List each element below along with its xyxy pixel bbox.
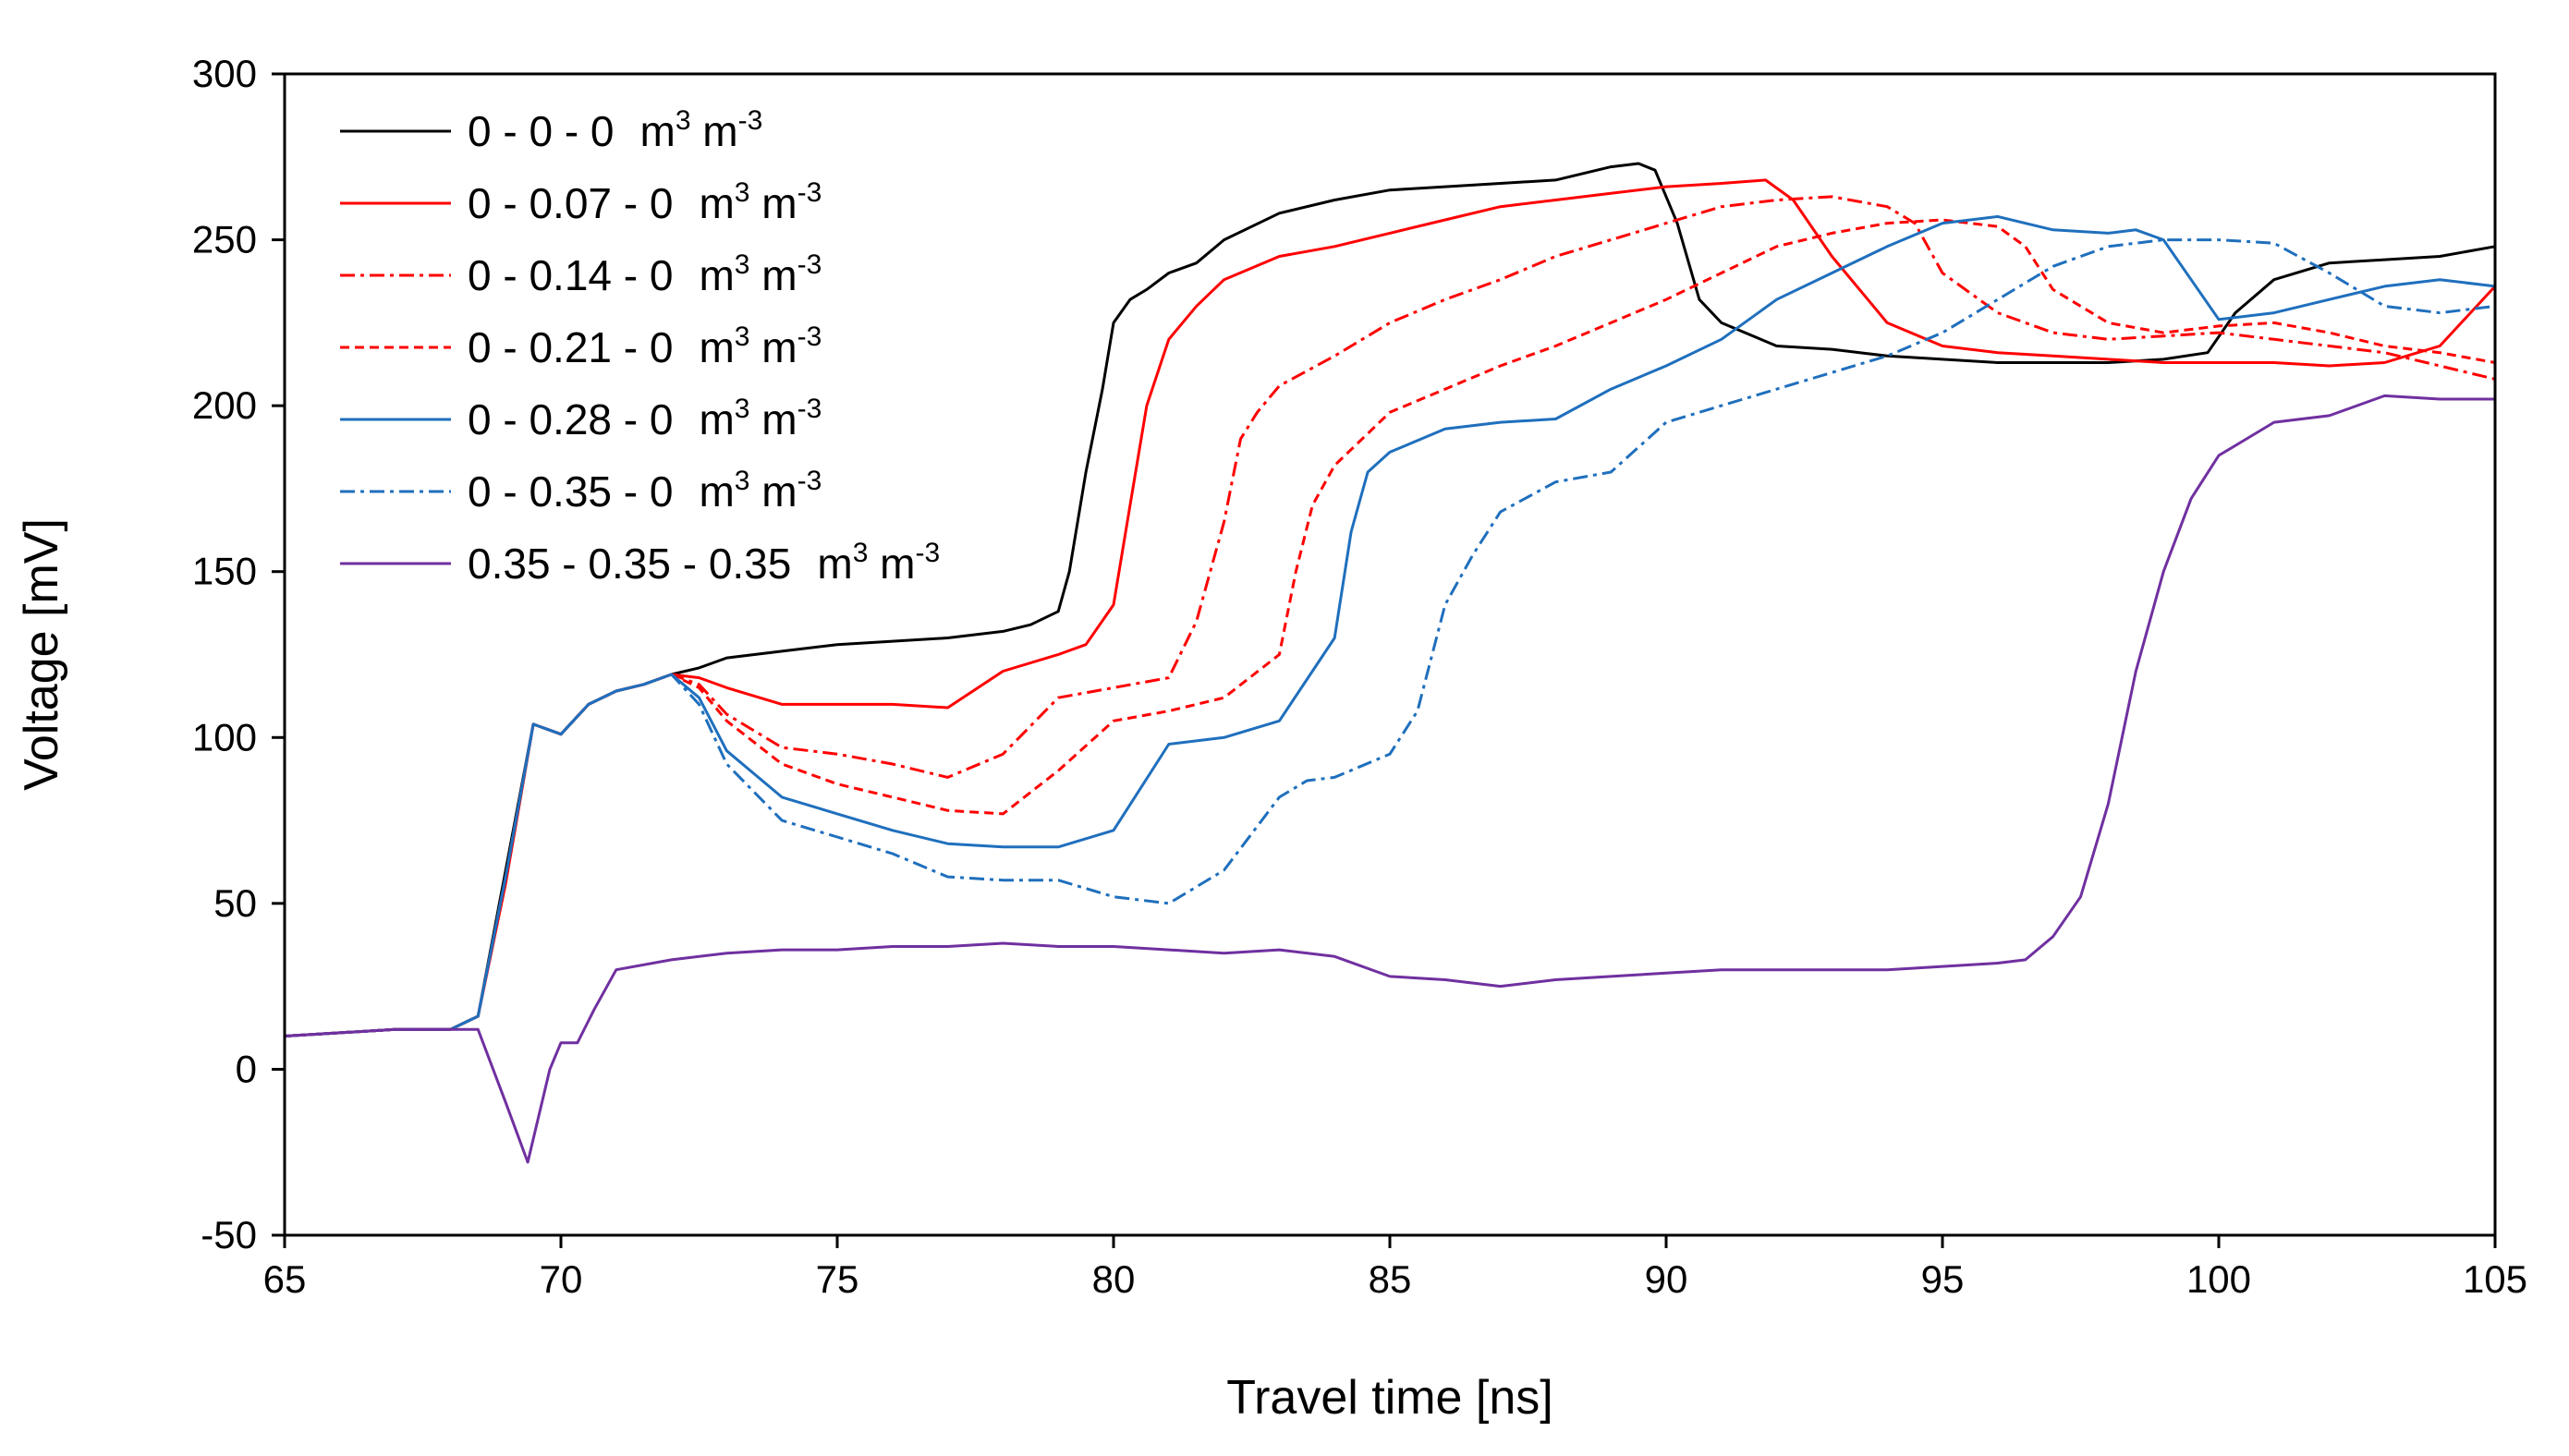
legend-series-name: 0 - 0.28 - 0	[468, 395, 673, 443]
x-tick-label: 100	[2186, 1257, 2251, 1301]
x-tick-label: 75	[816, 1257, 859, 1301]
legend-unit-exp1: 3	[735, 322, 750, 352]
legend-unit-exp2: -3	[797, 322, 822, 352]
legend-unit-m2: m	[868, 540, 915, 588]
x-tick-label: 85	[1369, 1257, 1412, 1301]
y-tick-label: 250	[192, 218, 257, 261]
y-tick-label: 50	[213, 881, 257, 925]
legend-unit-m2: m	[749, 323, 797, 371]
x-tick-label: 105	[2463, 1257, 2527, 1301]
y-tick-label: 150	[192, 550, 257, 593]
legend-label-5: 0 - 0.28 - 0 m3 m-3	[468, 394, 822, 443]
legend-series-name: 0 - 0 - 0	[468, 107, 615, 155]
legend-unit-m: m	[699, 323, 734, 371]
axes: 65 70 75 80 85 90 95 100 105-5005010015020025030…	[192, 52, 2527, 1301]
legend-unit-m2: m	[749, 467, 797, 516]
legend-unit-exp1: 3	[735, 177, 750, 208]
plot-area	[284, 162, 2497, 1164]
legend-label-2: 0 - 0.07 - 0 m3 m-3	[468, 177, 822, 227]
y-tick-label: 100	[192, 715, 257, 758]
legend-unit-exp2: -3	[797, 249, 822, 280]
legend-unit-exp1: 3	[735, 249, 750, 280]
legend-unit-m2: m	[691, 107, 738, 155]
y-tick-label: 200	[192, 383, 257, 427]
legend-label-7: 0.35 - 0.35 - 0.35 m3 m-3	[468, 538, 940, 588]
x-tick-label: 80	[1092, 1257, 1136, 1301]
legend-unit-m: m	[699, 395, 734, 443]
legend-unit-m2: m	[749, 251, 797, 299]
legend-unit-exp2: -3	[738, 105, 763, 136]
legend: 0 - 0 - 0 m3 m-30 - 0.07 - 0 m3 m-30 - 0.1…	[340, 105, 940, 588]
legend-unit-exp1: 3	[853, 538, 869, 568]
legend-label-6: 0 - 0.35 - 0 m3 m-3	[468, 466, 822, 516]
legend-unit-m2: m	[749, 179, 797, 227]
y-tick-label: 300	[192, 52, 257, 95]
legend-unit-exp2: -3	[797, 466, 822, 496]
legend-series-name: 0 - 0.14 - 0	[468, 251, 673, 299]
legend-unit-m2: m	[749, 395, 797, 443]
series-line-6	[284, 238, 2496, 1037]
legend-series-name: 0.35 - 0.35 - 0.35	[468, 540, 791, 588]
y-tick-label: -50	[201, 1213, 257, 1256]
legend-series-name: 0 - 0.07 - 0	[468, 179, 673, 227]
legend-series-name: 0 - 0.35 - 0	[468, 467, 673, 516]
y-tick-label: 0	[236, 1047, 257, 1090]
legend-unit-m: m	[699, 251, 734, 299]
x-axis-title: Travel time [ns]	[1226, 1371, 1553, 1425]
legend-unit-m: m	[640, 107, 676, 155]
legend-unit-exp2: -3	[915, 538, 940, 568]
legend-label-3: 0 - 0.14 - 0 m3 m-3	[468, 249, 822, 299]
legend-unit-m: m	[699, 179, 734, 227]
legend-unit-m: m	[817, 540, 852, 588]
legend-unit-exp1: 3	[735, 466, 750, 496]
legend-unit-exp1: 3	[676, 105, 691, 136]
x-tick-label: 70	[540, 1257, 583, 1301]
legend-label-4: 0 - 0.21 - 0 m3 m-3	[468, 322, 822, 371]
y-axis-title: Voltage [mV]	[15, 518, 68, 791]
legend-unit-m: m	[699, 467, 734, 516]
x-tick-label: 90	[1645, 1257, 1688, 1301]
legend-unit-exp1: 3	[735, 394, 750, 424]
legend-label-1: 0 - 0 - 0 m3 m-3	[468, 105, 762, 155]
legend-series-name: 0 - 0.21 - 0	[468, 323, 673, 371]
series-line-7	[284, 394, 2495, 1164]
x-tick-label: 95	[1921, 1257, 1965, 1301]
x-tick-label: 65	[263, 1257, 307, 1301]
legend-unit-exp2: -3	[797, 394, 822, 424]
legend-unit-exp2: -3	[797, 177, 822, 208]
